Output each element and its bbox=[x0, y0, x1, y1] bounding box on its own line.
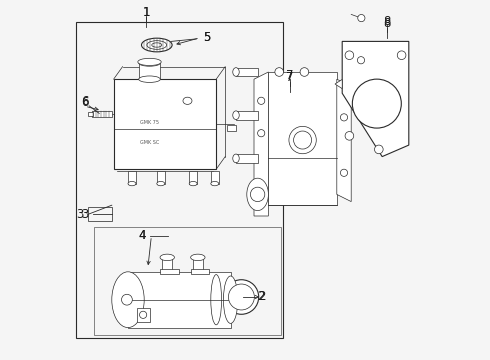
Circle shape bbox=[300, 68, 309, 76]
Text: 2: 2 bbox=[257, 291, 265, 303]
Bar bbox=[92, 111, 112, 117]
Circle shape bbox=[228, 284, 254, 310]
Bar bbox=[227, 126, 236, 130]
Circle shape bbox=[224, 280, 259, 314]
Circle shape bbox=[122, 294, 132, 305]
Bar bbox=[193, 257, 203, 272]
Text: 5: 5 bbox=[203, 31, 211, 44]
Circle shape bbox=[275, 68, 284, 76]
Ellipse shape bbox=[189, 181, 197, 186]
Bar bbox=[162, 257, 172, 272]
Ellipse shape bbox=[139, 60, 160, 66]
Polygon shape bbox=[342, 41, 409, 157]
Circle shape bbox=[258, 191, 265, 198]
Ellipse shape bbox=[211, 181, 219, 186]
Bar bbox=[128, 272, 231, 328]
Bar bbox=[76, 22, 283, 338]
Ellipse shape bbox=[112, 272, 144, 328]
Text: 7: 7 bbox=[286, 71, 294, 84]
Circle shape bbox=[258, 97, 265, 104]
Ellipse shape bbox=[233, 154, 239, 163]
Circle shape bbox=[397, 51, 406, 59]
Text: 1: 1 bbox=[142, 6, 150, 19]
Ellipse shape bbox=[223, 276, 238, 323]
Circle shape bbox=[357, 57, 365, 64]
Text: GMK 75: GMK 75 bbox=[140, 120, 159, 125]
Text: 4: 4 bbox=[139, 229, 146, 242]
Text: 8: 8 bbox=[384, 17, 391, 30]
Circle shape bbox=[258, 130, 265, 137]
Ellipse shape bbox=[233, 68, 239, 76]
Polygon shape bbox=[335, 80, 342, 89]
Bar bbox=[88, 112, 93, 116]
Circle shape bbox=[358, 14, 365, 22]
Text: 6: 6 bbox=[81, 95, 89, 108]
Circle shape bbox=[374, 145, 383, 154]
Circle shape bbox=[352, 79, 401, 128]
Bar bbox=[88, 207, 112, 221]
Bar bbox=[128, 171, 136, 184]
Bar bbox=[236, 111, 258, 120]
Ellipse shape bbox=[157, 181, 165, 186]
Text: 5: 5 bbox=[203, 31, 211, 44]
Ellipse shape bbox=[233, 111, 239, 120]
Text: 2: 2 bbox=[259, 291, 266, 303]
Circle shape bbox=[294, 131, 312, 149]
Bar bbox=[269, 72, 337, 205]
Text: 3: 3 bbox=[81, 208, 89, 221]
Text: 6: 6 bbox=[81, 96, 89, 109]
Ellipse shape bbox=[142, 38, 172, 52]
Bar bbox=[137, 307, 149, 322]
Ellipse shape bbox=[138, 58, 161, 66]
Bar bbox=[189, 171, 197, 184]
Text: 3: 3 bbox=[76, 208, 84, 221]
Bar bbox=[236, 68, 258, 76]
Circle shape bbox=[250, 187, 265, 202]
Circle shape bbox=[345, 51, 354, 59]
Ellipse shape bbox=[147, 41, 167, 49]
Ellipse shape bbox=[183, 97, 192, 104]
Ellipse shape bbox=[139, 76, 160, 82]
Circle shape bbox=[341, 114, 347, 121]
Circle shape bbox=[345, 131, 354, 140]
Ellipse shape bbox=[160, 254, 174, 261]
Bar bbox=[94, 227, 281, 335]
Ellipse shape bbox=[191, 254, 205, 261]
Ellipse shape bbox=[211, 275, 221, 325]
Bar bbox=[236, 154, 258, 163]
Text: 8: 8 bbox=[384, 15, 391, 28]
Circle shape bbox=[341, 169, 347, 176]
Bar bbox=[114, 79, 216, 169]
Ellipse shape bbox=[152, 43, 162, 47]
Text: 1: 1 bbox=[142, 6, 150, 19]
Ellipse shape bbox=[128, 181, 136, 186]
Ellipse shape bbox=[247, 178, 269, 211]
Bar bbox=[139, 63, 160, 79]
Bar bbox=[211, 171, 219, 184]
Bar bbox=[191, 269, 209, 274]
Circle shape bbox=[289, 126, 316, 154]
Polygon shape bbox=[337, 79, 351, 202]
Text: GMK SC: GMK SC bbox=[140, 140, 159, 145]
Text: 7: 7 bbox=[286, 69, 294, 82]
Polygon shape bbox=[254, 72, 269, 216]
Bar bbox=[157, 171, 165, 184]
Text: 4: 4 bbox=[139, 229, 146, 242]
Bar bbox=[160, 269, 179, 274]
